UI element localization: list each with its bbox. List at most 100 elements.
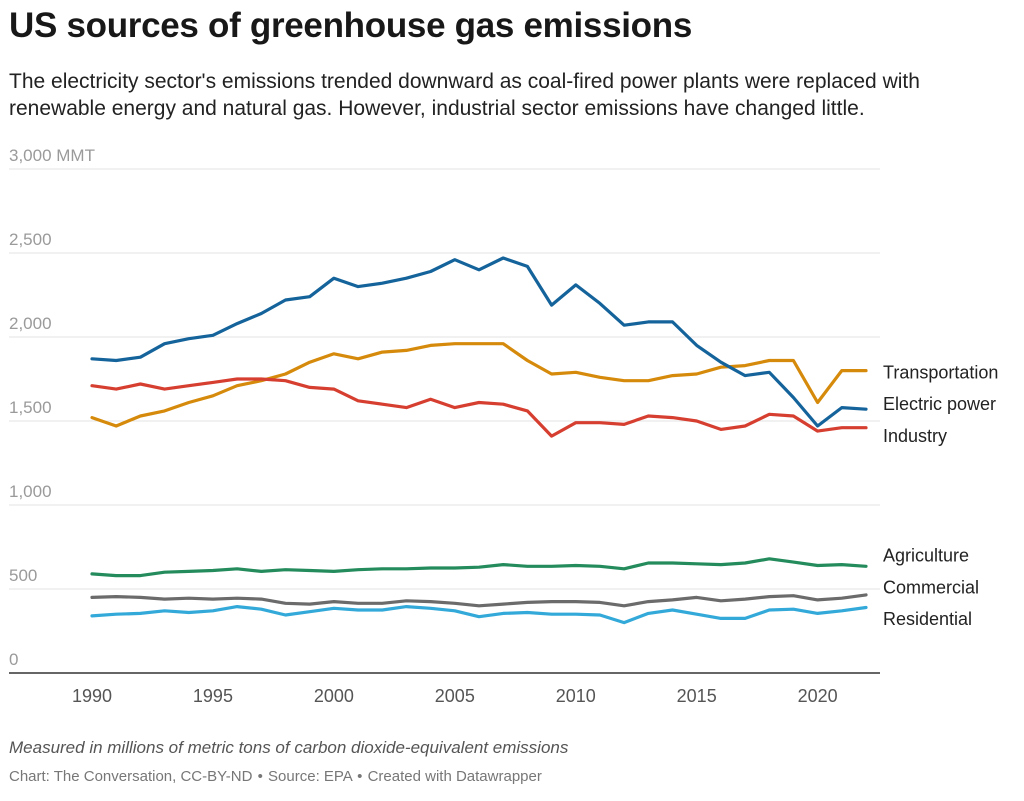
- data-point: [768, 359, 771, 362]
- data-point: [163, 571, 166, 574]
- data-point: [381, 403, 384, 406]
- data-point: [405, 349, 408, 352]
- credit-text: Chart: The Conversation, CC-BY-ND: [9, 768, 253, 785]
- data-point: [816, 612, 819, 615]
- data-point: [187, 384, 190, 387]
- data-point: [284, 298, 287, 301]
- data-point: [139, 382, 142, 385]
- x-axis-ticks: 1990 1995 2000 2005 2010 2015 2020: [72, 686, 838, 706]
- series-line-industry: [90, 377, 868, 438]
- data-point: [671, 608, 674, 611]
- data-point: [453, 342, 456, 345]
- data-point: [647, 414, 650, 417]
- data-point: [429, 600, 432, 603]
- data-point: [695, 344, 698, 347]
- data-point: [429, 398, 432, 401]
- data-point: [623, 379, 626, 382]
- data-point: [574, 613, 577, 616]
- data-point: [792, 396, 795, 399]
- data-point: [260, 570, 263, 573]
- data-point: [332, 277, 335, 280]
- data-point: [405, 277, 408, 280]
- data-point: [623, 324, 626, 327]
- data-point: [284, 602, 287, 605]
- data-point: [453, 609, 456, 612]
- y-tick-label: 3,000 MMT: [9, 146, 95, 165]
- series-line-electric-power: [90, 256, 868, 428]
- data-point: [429, 566, 432, 569]
- source-text: Source: EPA: [268, 768, 352, 785]
- data-point: [163, 409, 166, 412]
- y-tick-label: 2,000: [9, 314, 52, 333]
- data-point: [236, 322, 239, 325]
- data-point: [792, 594, 795, 597]
- data-point: [502, 403, 505, 406]
- data-point: [332, 607, 335, 610]
- data-point: [115, 359, 118, 362]
- data-point: [357, 602, 360, 605]
- data-point: [332, 388, 335, 391]
- data-point: [864, 408, 867, 411]
- data-point: [187, 337, 190, 340]
- data-point: [381, 602, 384, 605]
- data-point: [719, 563, 722, 566]
- data-point: [139, 356, 142, 359]
- series-label: Commercial: [883, 577, 979, 597]
- data-point: [526, 611, 529, 614]
- data-point: [115, 613, 118, 616]
- data-point: [163, 609, 166, 612]
- data-point: [598, 302, 601, 305]
- data-point: [695, 596, 698, 599]
- data-point: [453, 602, 456, 605]
- data-point: [768, 595, 771, 598]
- data-point: [260, 598, 263, 601]
- data-point: [574, 371, 577, 374]
- data-point: [90, 596, 93, 599]
- data-point: [187, 597, 190, 600]
- data-point: [308, 386, 311, 389]
- data-point: [671, 598, 674, 601]
- data-point: [284, 613, 287, 616]
- data-point: [864, 593, 867, 596]
- data-point: [574, 564, 577, 567]
- y-tick-label: 2,500: [9, 230, 52, 249]
- data-point: [816, 598, 819, 601]
- series-line-agriculture: [90, 557, 868, 578]
- data-point: [695, 613, 698, 616]
- data-point: [526, 409, 529, 412]
- data-point: [550, 600, 553, 603]
- data-point: [187, 401, 190, 404]
- data-point: [236, 567, 239, 570]
- data-point: [405, 599, 408, 602]
- data-point: [574, 600, 577, 603]
- data-point: [284, 372, 287, 375]
- data-point: [744, 617, 747, 620]
- data-point: [526, 359, 529, 362]
- data-point: [139, 414, 142, 417]
- data-point: [816, 430, 819, 433]
- data-point: [357, 285, 360, 288]
- data-point: [840, 426, 843, 429]
- data-point: [477, 401, 480, 404]
- data-point: [502, 563, 505, 566]
- data-point: [864, 426, 867, 429]
- data-point: [381, 567, 384, 570]
- data-point: [792, 608, 795, 611]
- data-point: [211, 394, 214, 397]
- data-point: [623, 567, 626, 570]
- data-point: [332, 352, 335, 355]
- x-tick-label: 2000: [314, 686, 354, 706]
- data-point: [671, 320, 674, 323]
- data-point: [598, 565, 601, 568]
- data-point: [816, 401, 819, 404]
- data-point: [526, 601, 529, 604]
- data-point: [187, 570, 190, 573]
- data-point: [840, 369, 843, 372]
- data-point: [139, 596, 142, 599]
- data-point: [744, 561, 747, 564]
- data-point: [187, 611, 190, 614]
- data-point: [477, 566, 480, 569]
- data-point: [647, 379, 650, 382]
- data-point: [284, 568, 287, 571]
